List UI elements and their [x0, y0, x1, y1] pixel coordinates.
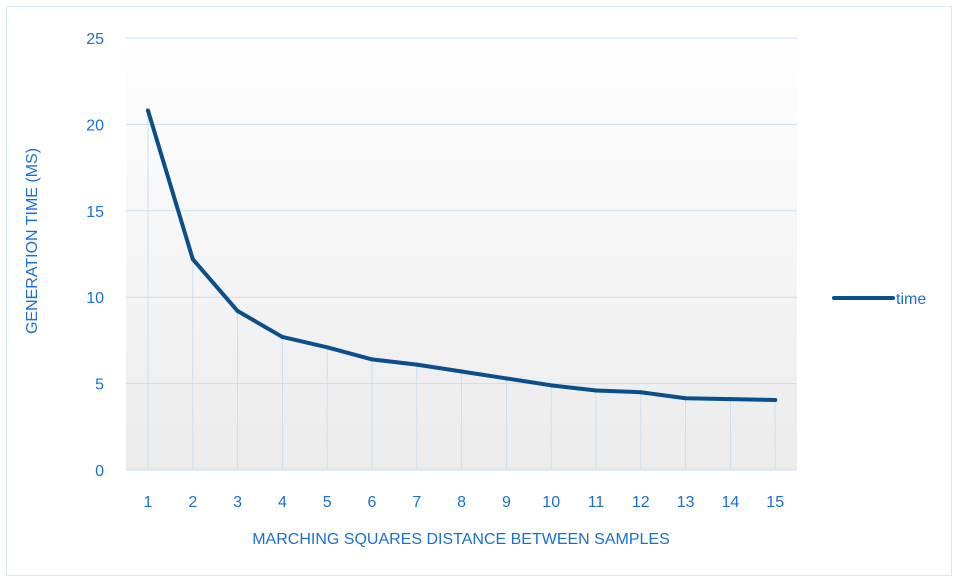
x-tick-label: 10	[542, 494, 560, 511]
y-axis-title: GENERATION TIME (MS)	[24, 148, 41, 334]
x-tick-label: 14	[722, 494, 740, 511]
series-points	[146, 108, 778, 403]
y-tick-label: 20	[86, 117, 104, 134]
x-tick-label: 1	[144, 494, 153, 511]
x-tick-label: 9	[502, 494, 511, 511]
y-tick-label: 25	[86, 31, 104, 48]
x-tick-label: 13	[677, 494, 695, 511]
data-point	[683, 396, 688, 401]
y-tick-label: 10	[86, 290, 104, 307]
drop-lines	[147, 110, 776, 470]
y-axis-tick-labels: 0 5 10 15 20 25	[86, 31, 104, 480]
x-tick-label: 4	[278, 494, 287, 511]
data-point	[190, 257, 195, 262]
x-axis-tick-labels: 1 2 3 4 5 6 7 8 9 10 11 12 13 14 15	[144, 494, 785, 511]
legend: time	[832, 291, 926, 308]
y-tick-label: 5	[95, 377, 104, 394]
x-tick-label: 5	[323, 494, 332, 511]
data-point	[638, 390, 643, 395]
data-point	[146, 108, 150, 113]
x-tick-label: 3	[233, 494, 242, 511]
x-tick-label: 12	[632, 494, 650, 511]
data-point	[773, 398, 778, 403]
data-point	[235, 309, 240, 314]
data-point	[504, 376, 509, 381]
data-point	[325, 345, 330, 350]
y-tick-label: 0	[95, 463, 104, 480]
data-point	[549, 383, 554, 388]
legend-label-time: time	[896, 291, 926, 308]
x-tick-label: 6	[368, 494, 377, 511]
data-point	[414, 362, 419, 367]
data-point	[370, 357, 374, 362]
data-point	[280, 334, 285, 339]
data-point	[459, 369, 464, 374]
x-axis-title: MARCHING SQUARES DISTANCE BETWEEN SAMPLE…	[252, 531, 670, 548]
x-tick-label: 8	[457, 494, 466, 511]
x-tick-label: 2	[188, 494, 197, 511]
x-tick-label: 15	[766, 494, 784, 511]
y-tick-label: 15	[86, 204, 104, 221]
x-tick-label: 7	[412, 494, 421, 511]
data-point	[728, 397, 733, 402]
x-tick-label: 11	[588, 494, 605, 511]
data-point	[594, 388, 598, 393]
